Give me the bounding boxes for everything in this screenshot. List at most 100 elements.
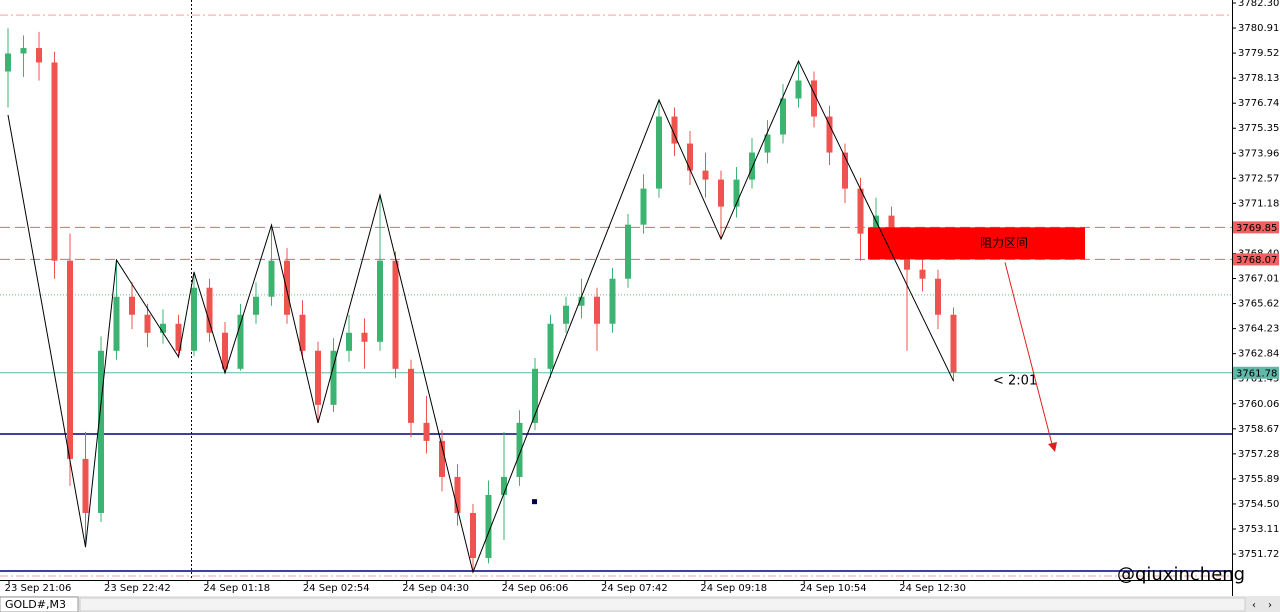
x-tick-label: 24 Sep 06:06 [502,583,569,594]
x-tick-label: 24 Sep 02:54 [303,583,370,594]
candle-body [563,305,569,324]
candle-body [284,260,290,315]
candle-body [315,350,321,405]
overlay: 阻力区间 < 2:01 @qiuxincheng [7,59,1245,585]
candle-body [222,332,228,369]
candle-body [687,143,693,171]
candle-body [253,296,259,315]
y-tick-label: 3780.91 [1238,23,1279,34]
candle-body [640,188,647,225]
x-tick-label: 24 Sep 09:18 [700,583,767,594]
zigzag-line [7,59,954,574]
y-tick-label: 3753.11 [1238,524,1279,535]
candles [5,28,957,573]
y-tick-label: 3771.18 [1238,198,1279,209]
x-tick-label: 24 Sep 01:18 [203,583,270,594]
y-tick-label: 3760.06 [1238,399,1279,410]
y-tick-label: 3764.23 [1238,324,1279,335]
price-label-box [1233,253,1279,266]
candle-body [346,332,352,351]
candle-body [36,48,42,63]
candle-body [516,422,523,477]
levels [0,14,1232,577]
scroll-right[interactable]: › [1268,600,1272,611]
bar-timer: < 2:01 [993,374,1037,389]
candle-body [160,323,166,333]
candle-body [470,512,476,559]
candle-body [749,152,755,180]
axis: 3782.30 3780.91 3779.52 3778.13 3776.74 3775.… [5,0,1280,594]
candle-body [361,332,368,342]
y-tick-label: 3778.13 [1238,73,1279,84]
x-tick-label: 23 Sep 22:42 [104,583,171,594]
candle-body [20,48,27,54]
price-label: 3769.85 [1236,223,1277,234]
candle-body [594,296,600,324]
candle-body [5,53,11,72]
candle-body [191,287,197,351]
marker [532,499,537,505]
arrow-head [1048,442,1057,452]
candle-body [501,476,507,495]
candle-body [935,278,941,315]
y-tick-label: 3754.50 [1238,499,1279,510]
candle-body [82,458,89,513]
y-tick-label: 3775.35 [1238,123,1279,134]
price-label: 3761.78 [1236,368,1277,379]
y-tick-label: 3779.52 [1238,48,1279,59]
candle-body [919,269,926,279]
candle-body [826,116,833,153]
candle-body [67,260,73,459]
candle-body [547,323,554,369]
x-tick-label: 24 Sep 10:54 [800,583,867,594]
candle-body [377,260,383,342]
candle-body [330,350,337,405]
y-tick-label: 3757.28 [1238,449,1279,460]
price-label: 3768.07 [1236,255,1277,266]
y-tick-label: 3755.89 [1238,474,1279,485]
candle-body [439,440,445,477]
candle-body [423,422,430,441]
candle-body [950,314,957,373]
scrollbar[interactable] [79,597,1246,612]
candle-body [144,314,151,333]
candle-body [873,215,879,234]
y-tick-label: 3772.57 [1238,173,1279,184]
candle-body [671,116,678,144]
candle-body [299,314,306,351]
symbol-tab-label: GOLD#,M3 [5,598,66,611]
y-tick-label: 3765.62 [1238,299,1279,310]
candle-body [175,323,182,351]
candle-body [268,260,275,297]
candle-body [842,152,848,189]
y-tick-label: 3782.30 [1238,0,1279,9]
candle-body [764,134,771,153]
candle-body [98,350,104,513]
scroll-left[interactable]: ‹ [1252,600,1256,611]
symbol-tab[interactable] [0,596,79,612]
y-tick-label: 3758.67 [1238,424,1279,435]
x-tick-label: 23 Sep 21:06 [5,583,72,594]
y-tick-label: 3761.45 [1238,374,1279,385]
candle-body [129,296,135,315]
candle-body [656,116,662,189]
price-label-box [1233,221,1279,234]
candle-body [733,179,740,207]
candle-body [532,368,538,423]
x-tick-label: 24 Sep 04:30 [402,583,469,594]
x-tick-label: 24 Sep 12:30 [899,583,966,594]
x-tick-label: 24 Sep 07:42 [601,583,668,594]
candle-body [392,260,399,369]
candle-body [609,278,616,324]
candle-body [811,80,817,117]
y-tick-label: 3776.74 [1238,98,1279,109]
candle-body [408,368,414,423]
candle-body [780,98,786,135]
y-tick-label: 3751.72 [1238,549,1279,560]
candle-body [578,296,585,306]
resistance-zone [868,227,1085,260]
y-tick-label: 3767.01 [1238,274,1279,285]
candle-body [237,314,244,369]
candle-body [702,170,709,180]
